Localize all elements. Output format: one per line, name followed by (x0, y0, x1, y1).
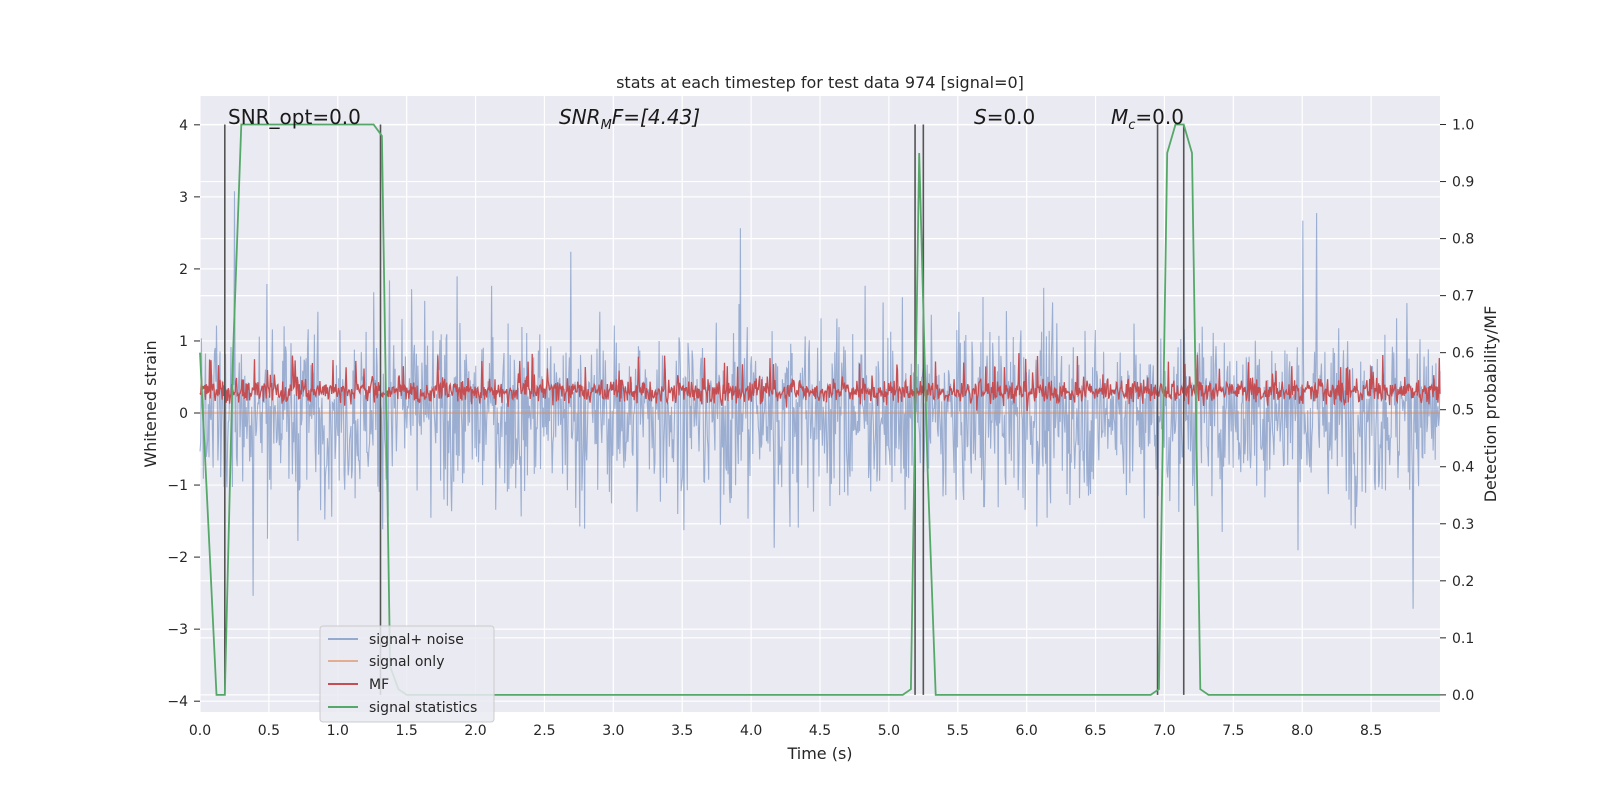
signal-statistics-line (199, 123, 1440, 696)
x-tick-label: 5.0 (878, 723, 900, 739)
x-tick-label: 2.0 (464, 723, 486, 739)
y-left-tick-label: 1 (179, 334, 188, 350)
y-right-tick-label: 0.5 (1452, 403, 1474, 419)
legend-box (319, 625, 495, 723)
mc-annotation: Mc=0.0 (1111, 105, 1184, 133)
x-tick-label: 8.5 (1360, 723, 1382, 739)
y-right-tick-label: 0.4 (1452, 460, 1474, 476)
y-left-tick-label: 0 (179, 406, 188, 422)
y-left-axis-label: Whitened strain (141, 340, 160, 467)
x-tick-label: 6.0 (1016, 723, 1038, 739)
y-right-tick-label: 0.3 (1452, 517, 1474, 533)
mf-line (199, 353, 1441, 411)
s-tail: =0.0 (987, 105, 1036, 129)
y-right-tick-label: 1.0 (1452, 118, 1474, 134)
s-annotation: S=0.0 (974, 105, 1035, 129)
y-right-tick-label: 0.7 (1452, 289, 1474, 305)
y-right-tick-label: 0.6 (1452, 346, 1474, 362)
snr-opt-annotation: SNR_opt=0.0 (228, 105, 361, 129)
snr-mf-annotation: SNRMF=[4.43] (559, 105, 700, 133)
y-left-tick-label: −3 (167, 622, 188, 638)
x-tick-label: 0.5 (258, 723, 280, 739)
x-tick-label: 8.0 (1291, 723, 1313, 739)
mc-base: M (1111, 105, 1128, 129)
x-tick-label: 3.5 (671, 723, 693, 739)
y-left-tick-label: −1 (167, 478, 188, 494)
y-right-tick-label: 0.1 (1452, 631, 1474, 647)
s-base: S (974, 105, 987, 129)
legend: signal+ noise signal only MF signal stat… (319, 625, 495, 723)
y-right-tick-label: 0.8 (1452, 232, 1474, 248)
signal-noise-line (199, 191, 1441, 609)
y-right-tick-label: 0.9 (1452, 175, 1474, 191)
mf-series (199, 353, 1441, 411)
y-right-tick-label: 0.0 (1452, 688, 1474, 704)
x-tick-label: 3.0 (602, 723, 624, 739)
legend-label-signal-statistics: signal statistics (369, 700, 477, 716)
signal-statistics-series (199, 123, 1440, 696)
signal-noise-series (199, 191, 1441, 609)
x-axis-label: Time (s) (786, 744, 852, 763)
mc-sub: c (1128, 118, 1135, 133)
x-tick-label: 1.5 (396, 723, 418, 739)
y-left-tick-label: 4 (179, 118, 188, 134)
legend-label-signal-only: signal only (369, 654, 444, 670)
x-tick-label: 1.0 (327, 723, 349, 739)
chart-title: stats at each timestep for test data 974… (616, 73, 1024, 92)
y-right-tick-label: 0.2 (1452, 574, 1474, 590)
y-right-axis-label: Detection probability/MF (1481, 306, 1500, 503)
x-tick-label: 7.0 (1153, 723, 1175, 739)
x-tick-label: 0.0 (189, 723, 211, 739)
x-tick-label: 7.5 (1222, 723, 1244, 739)
y-left-tick-label: 2 (179, 262, 188, 278)
snr-mf-sub: M (601, 118, 612, 133)
x-tick-label: 4.0 (740, 723, 762, 739)
legend-label-signal-noise: signal+ noise (369, 632, 464, 648)
x-tick-label: 6.5 (1084, 723, 1106, 739)
mc-tail: =0.0 (1135, 105, 1184, 129)
x-tick-label: 5.5 (947, 723, 969, 739)
y-left-tick-label: −2 (167, 550, 188, 566)
x-tick-label: 4.5 (809, 723, 831, 739)
y-left-tick-label: 3 (179, 190, 188, 206)
legend-label-mf: MF (369, 677, 389, 693)
snr-mf-base: SNR (559, 105, 601, 129)
x-tick-label: 2.5 (533, 723, 555, 739)
ticks: 0.0 0.5 1.0 1.5 2.0 2.5 3.0 3.5 4.0 4.5 5.0 5.5 6.0 6… (167, 118, 1474, 739)
y-left-tick-label: −4 (167, 694, 188, 710)
snr-mf-tail: F=[4.43] (612, 105, 700, 129)
